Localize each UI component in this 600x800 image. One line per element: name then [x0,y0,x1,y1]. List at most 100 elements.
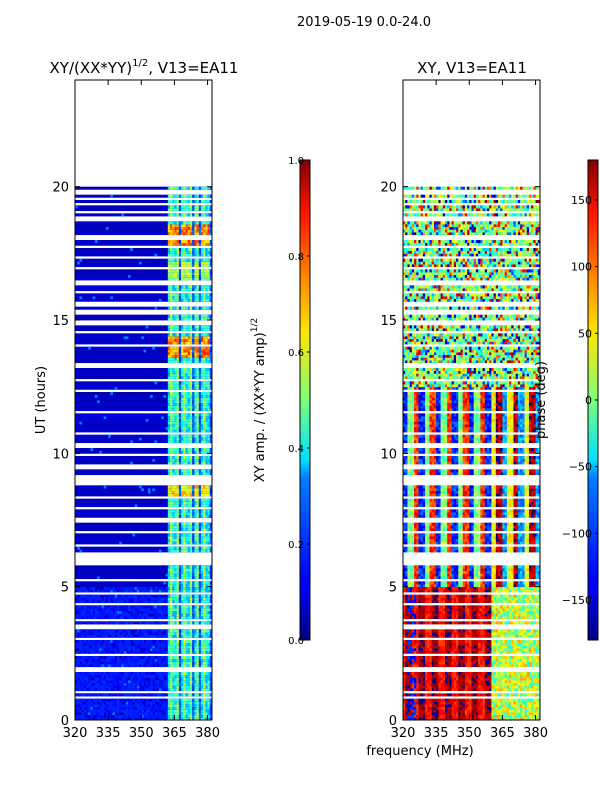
amp-heatmap-cell [205,704,208,708]
amp-heatmap-cell [178,226,182,230]
amp-heatmap-cell [172,565,175,569]
amp-heatmap-cell [170,594,173,598]
amp-heatmap-cell [189,346,193,350]
amp-heatmap-cell [198,381,202,385]
amp-heatmap-cell [134,656,138,660]
phase-heatmap-cell [431,709,435,713]
amp-colorbar-tick-label: 0.2 [288,540,304,551]
amp-heatmap-cell [170,570,173,574]
amp-heatmap-cell [143,629,147,633]
amp-heatmap-cell [165,701,169,705]
amp-heatmap-cell [203,680,206,684]
amp-heatmap-cell [189,240,193,244]
amp-heatmap-cell [174,509,178,513]
amp-heatmap-cell [192,597,195,601]
amp-heatmap-cell [196,373,200,377]
amp-heatmap-cell [185,581,189,585]
amp-heatmap-cell [81,645,85,649]
amp-heatmap-cell [116,645,120,649]
phase-heatmap-cell [506,714,510,718]
amp-heatmap-cell [209,450,212,454]
amp-heatmap-cell [209,368,212,372]
amp-heatmap-cell [172,586,175,590]
amp-heatmap-cell [178,213,182,217]
amp-heatmap-cell [178,333,182,337]
amp-heatmap-cell [189,650,193,654]
phase-heatmap-cell [414,701,417,705]
amp-heatmap-cell [158,698,162,702]
phase-heatmap-cell [486,709,490,713]
amp-heatmap-cell [181,469,184,473]
amp-heatmap-cell [189,242,193,246]
amp-heatmap-cell [203,522,206,526]
amp-heatmap-cell [128,688,131,692]
amp-heatmap-cell [158,610,162,614]
amp-heatmap-cell [196,600,200,604]
amp-heatmap-cell [172,461,175,465]
amp-heatmap-cell [170,456,173,460]
amp-heatmap-cell [75,661,78,665]
amp-heatmap-cell [172,648,175,652]
amp-heatmap-cell [187,594,191,598]
amp-heatmap-cell [83,648,87,652]
amp-heatmap-cell [203,490,206,494]
amp-heatmap-cell [183,402,186,406]
phase-heatmap-cell [429,706,433,710]
amp-heatmap-cell [141,674,144,678]
phase-heatmap-cell [416,701,419,705]
phase-heatmap-cell [537,709,540,713]
phase-heatmap-cell [422,714,426,718]
amp-heatmap-cell [176,205,180,209]
amp-heatmap-cell [200,621,204,625]
amp-heatmap-cell [108,597,111,601]
amp-heatmap-cell [194,472,197,476]
phase-heatmap-cell [409,717,413,720]
amp-heatmap-cell [192,693,195,697]
amp-heatmap-cell [167,677,171,681]
amp-heatmap-cell [185,360,189,364]
amp-heatmap-cell [94,616,98,620]
amp-heatmap-cell [172,277,175,281]
amp-heatmap-cell [178,386,182,390]
amp-heatmap-cell [174,664,178,668]
amp-heatmap-cell [101,613,105,617]
amp-heatmap-cell [176,573,180,577]
amp-heatmap-cell [105,656,109,660]
amp-heatmap-cell [172,397,175,401]
amp-heatmap-cell [141,608,144,612]
amp-heatmap-cell [209,648,212,652]
amp-heatmap-cell [198,336,202,340]
amp-heatmap-cell [189,525,193,529]
amp-heatmap-cell [145,325,149,329]
amp-heatmap-cell [192,408,195,412]
amp-heatmap-cell [152,610,155,614]
phase-heatmap-cell [511,693,514,697]
amp-heatmap-cell [161,608,164,612]
amp-heatmap-cell [196,229,200,233]
amp-heatmap-cell [174,376,178,380]
amp-heatmap-cell [178,565,182,569]
amp-heatmap-cell [119,613,122,617]
amp-heatmap-cell [108,672,111,676]
amp-heatmap-cell [176,704,180,708]
amp-heatmap-cell [170,392,173,396]
amp-heatmap-cell [200,229,204,233]
phase-heatmap-cell [489,701,492,705]
amp-heatmap-cell [81,616,85,620]
phase-heatmap-cell [425,698,428,702]
amp-heatmap-cell [185,397,189,401]
amp-heatmap-cell [174,288,178,292]
amp-heatmap-cell [86,594,89,598]
amp-heatmap-cell [187,514,191,518]
amp-heatmap-cell [165,597,169,601]
amp-heatmap-cell [174,402,178,406]
amp-colorbar-label: XY amp. / (XX*YY amp)1/2 [250,318,268,482]
phase-heatmap-cell [403,706,406,710]
amp-heatmap-cell [200,610,204,614]
amp-heatmap-cell [101,714,105,718]
amp-heatmap-cell [178,370,182,374]
amp-heatmap-cell [187,586,191,590]
amp-heatmap-cell [136,698,140,702]
amp-heatmap-cell [128,589,131,593]
amp-heatmap-cell [203,682,206,686]
